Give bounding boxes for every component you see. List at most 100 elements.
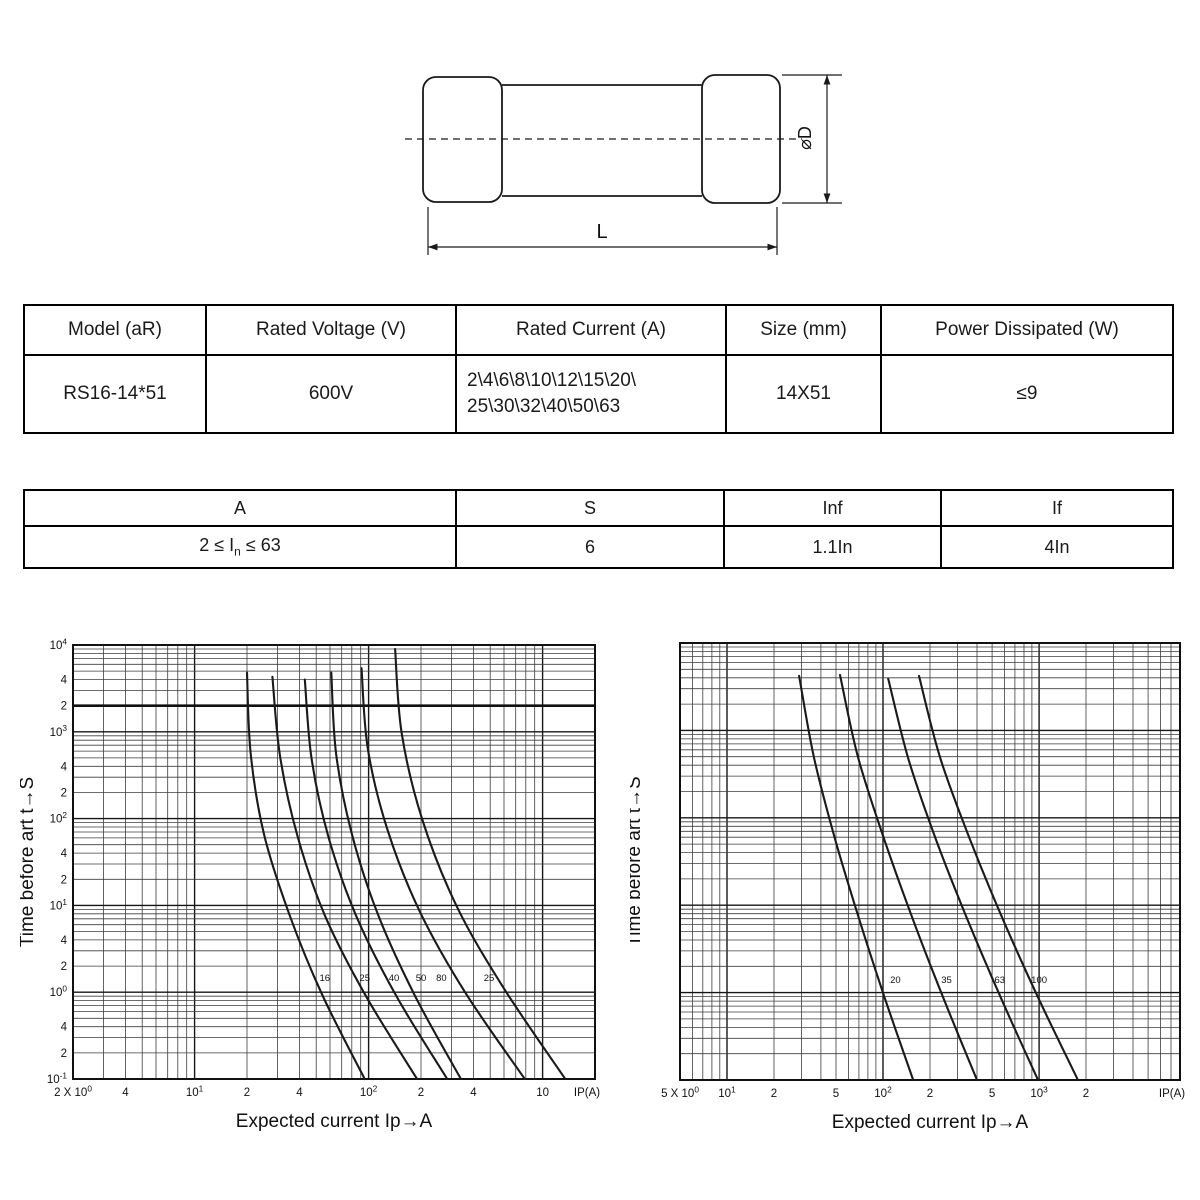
curve-100 — [917, 674, 1079, 1082]
x-axis-title: Expected current Ip→A — [832, 1112, 1029, 1133]
curve-25 — [394, 647, 567, 1081]
tick-label: 4 — [470, 1087, 477, 1099]
char-cell-inf: 1.1In — [723, 525, 942, 569]
char-header-s: S — [455, 489, 725, 527]
tick-label: 103 — [50, 723, 68, 739]
spec-header-power: Power Dissipated (W) — [880, 304, 1174, 356]
curve-label: 25 — [484, 973, 495, 984]
plot-frame — [679, 642, 1181, 1081]
curve-label: 80 — [436, 973, 447, 984]
y-axis-title: Time before art t→S — [20, 777, 38, 947]
tick-label: 4 — [61, 761, 68, 773]
tick-label: 2 X 100 — [54, 1083, 92, 1099]
grid — [72, 644, 596, 1080]
curve-40 — [303, 678, 449, 1081]
tick-label: 4 — [61, 1022, 68, 1034]
tick-label: 2 — [61, 961, 67, 973]
tick-label: IP(A) — [1159, 1088, 1185, 1100]
tick-label: 100 — [50, 984, 68, 1000]
spec-table: Model (aR) Rated Voltage (V) Rated Curre… — [23, 304, 1174, 434]
curves — [245, 647, 567, 1081]
tick-label: 4 — [296, 1087, 303, 1099]
tick-label: 4 — [61, 675, 68, 687]
fuse-drawing: ⌀D L — [390, 55, 850, 270]
tick-label: 2 — [418, 1087, 424, 1099]
curve-labels: 20 35 63 100 — [890, 975, 1047, 986]
diameter-dimension — [782, 74, 842, 204]
spec-cell-model: RS16-14*51 — [23, 354, 207, 434]
time-current-chart-right: 5 X 100 101 2 5 102 2 5 103 2 IP(A) 20 35 63 100 Expec… — [624, 628, 1200, 1178]
char-header-a: A — [23, 489, 457, 527]
tick-label: 4 — [61, 848, 68, 860]
curve-label: 16 — [320, 973, 331, 984]
curve-35 — [838, 673, 979, 1082]
spec-cell-voltage: 600V — [205, 354, 457, 434]
char-header-if: If — [940, 489, 1174, 527]
tick-label: 2 — [61, 701, 67, 713]
tick-label: 5 — [833, 1088, 839, 1100]
chart-svg: 2 X 100 4 101 2 4 102 2 4 10 IP(A) 104 4 2 103 4 2 102 4 2… — [17, 636, 600, 1132]
diameter-arrowheads — [823, 75, 831, 203]
tick-label: IP(A) — [574, 1087, 600, 1099]
curve-label: 35 — [941, 975, 952, 986]
tick-label: 102 — [50, 810, 68, 826]
chart-svg: 5 X 100 101 2 5 102 2 5 103 2 IP(A) 20 35 63 100 Expec… — [624, 642, 1185, 1133]
tick-label: 102 — [360, 1083, 378, 1099]
curve-80 — [360, 667, 526, 1081]
spec-table-header-row: Model (aR) Rated Voltage (V) Rated Curre… — [23, 304, 1174, 356]
tick-label: 2 — [927, 1088, 933, 1100]
spec-header-size: Size (mm) — [725, 304, 882, 356]
curves — [798, 673, 1079, 1082]
tick-label: 2 — [61, 1048, 67, 1060]
char-table-data-row: 2 ≤ In ≤ 63 6 1.1In 4In — [23, 525, 1174, 569]
tick-label: 102 — [874, 1084, 892, 1100]
tick-label: 103 — [1030, 1084, 1048, 1100]
characteristics-table: A S Inf If 2 ≤ In ≤ 63 6 1.1In 4In — [23, 489, 1174, 569]
curve-label: 63 — [995, 975, 1006, 986]
spec-cell-power: ≤9 — [880, 354, 1174, 434]
curve-16 — [245, 671, 366, 1081]
fuse-drawing-svg: ⌀D L — [405, 74, 842, 255]
tick-label: 10 — [536, 1087, 549, 1099]
grid — [679, 642, 1181, 1081]
spec-cell-size: 14X51 — [725, 354, 882, 434]
tick-label: 104 — [50, 636, 68, 652]
x-tick-labels: 2 X 100 4 101 2 4 102 2 4 10 IP(A) — [54, 1083, 600, 1099]
curve-label: 50 — [416, 973, 427, 984]
time-current-chart-left: 2 X 100 4 101 2 4 102 2 4 10 IP(A) 104 4 2 103 4 2 102 4 2… — [17, 628, 620, 1178]
tick-label: 101 — [186, 1083, 204, 1099]
curve-label: 25 — [359, 973, 370, 984]
spec-header-voltage: Rated Voltage (V) — [205, 304, 457, 356]
tick-label: 101 — [50, 897, 68, 913]
char-header-inf: Inf — [723, 489, 942, 527]
tick-label: 101 — [718, 1084, 736, 1100]
curve-50 — [330, 671, 462, 1081]
curve-63 — [887, 677, 1040, 1082]
y-axis-title: Time before art t→S — [630, 776, 645, 946]
length-arrowheads — [428, 243, 777, 251]
tick-label: 2 — [1083, 1088, 1089, 1100]
y-tick-labels: 104 4 2 103 4 2 102 4 2 101 4 2 100 4 2 10-1 — [47, 636, 68, 1086]
curve-label: 20 — [890, 975, 901, 986]
diameter-label: ⌀D — [795, 126, 815, 150]
tick-label: 2 — [61, 874, 67, 886]
char-table-header-row: A S Inf If — [23, 489, 1174, 527]
char-cell-a: 2 ≤ In ≤ 63 — [23, 525, 457, 569]
curve-label: 100 — [1031, 975, 1047, 986]
tick-label: 2 — [61, 788, 67, 800]
curve-20 — [798, 674, 915, 1082]
curve-labels: 16 25 40 50 80 25 — [320, 973, 495, 984]
x-axis-title: Expected current Ip→A — [236, 1111, 433, 1132]
curve-label: 40 — [389, 973, 400, 984]
tick-label: 5 X 100 — [661, 1084, 699, 1100]
tick-label: 5 — [989, 1088, 995, 1100]
tick-label: 2 — [771, 1088, 777, 1100]
plot-frame — [72, 644, 596, 1080]
tick-label: 4 — [122, 1087, 129, 1099]
curve-25 — [271, 675, 419, 1081]
x-tick-labels: 5 X 100 101 2 5 102 2 5 103 2 IP(A) — [661, 1084, 1185, 1100]
char-cell-s: 6 — [455, 525, 725, 569]
spec-header-current: Rated Current (A) — [455, 304, 727, 356]
char-cell-if: 4In — [940, 525, 1174, 569]
